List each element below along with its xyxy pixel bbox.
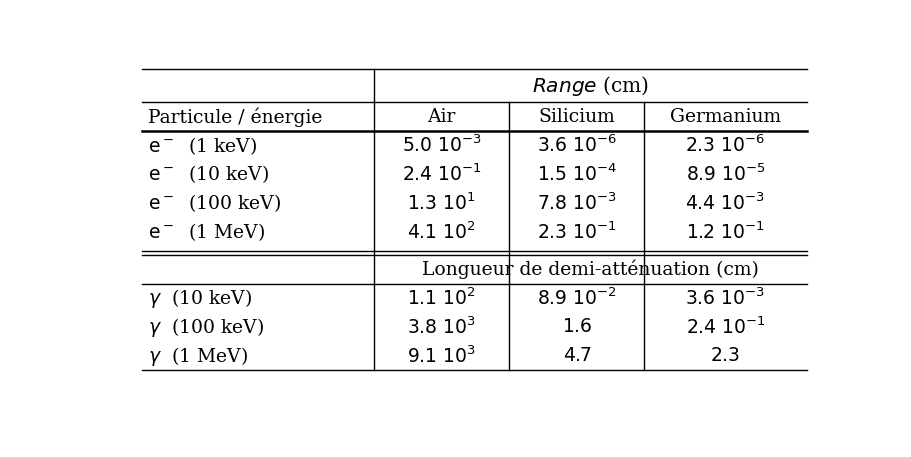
Text: $1.3\ 10^{1}$: $1.3\ 10^{1}$	[406, 192, 476, 214]
Text: $\gamma$  (100 keV): $\gamma$ (100 keV)	[148, 316, 263, 339]
Text: $1.6$: $1.6$	[561, 318, 591, 336]
Text: $2.3\ 10^{-1}$: $2.3\ 10^{-1}$	[537, 222, 616, 243]
Text: $4.1\ 10^{2}$: $4.1\ 10^{2}$	[406, 222, 476, 243]
Text: $3.6\ 10^{-6}$: $3.6\ 10^{-6}$	[536, 135, 617, 156]
Text: $\mathit{Range}$ (cm): $\mathit{Range}$ (cm)	[531, 74, 649, 98]
Text: $3.8\ 10^{3}$: $3.8\ 10^{3}$	[407, 316, 476, 338]
Text: $9.1\ 10^{3}$: $9.1\ 10^{3}$	[406, 345, 476, 367]
Text: $1.1\ 10^{2}$: $1.1\ 10^{2}$	[406, 287, 476, 309]
Text: $5.0\ 10^{-3}$: $5.0\ 10^{-3}$	[401, 135, 481, 156]
Text: Silicium: Silicium	[537, 108, 615, 126]
Text: $1.5\ 10^{-4}$: $1.5\ 10^{-4}$	[536, 164, 617, 185]
Text: $8.9\ 10^{-2}$: $8.9\ 10^{-2}$	[537, 287, 616, 309]
Text: $7.8\ 10^{-3}$: $7.8\ 10^{-3}$	[537, 192, 616, 214]
Text: $\mathrm{e^-}$  (100 keV): $\mathrm{e^-}$ (100 keV)	[148, 192, 281, 214]
Text: $2.3$: $2.3$	[710, 347, 740, 365]
Text: $8.9\ 10^{-5}$: $8.9\ 10^{-5}$	[685, 164, 764, 185]
Text: $\gamma$  (10 keV): $\gamma$ (10 keV)	[148, 287, 251, 310]
Text: Longueur de demi-atténuation (cm): Longueur de demi-atténuation (cm)	[422, 260, 758, 279]
Text: $2.4\ 10^{-1}$: $2.4\ 10^{-1}$	[685, 316, 764, 338]
Text: Particule / énergie: Particule / énergie	[148, 107, 322, 127]
Text: $4.7$: $4.7$	[562, 347, 590, 365]
Text: Air: Air	[427, 108, 456, 126]
Text: $\mathrm{e^-}$  (1 keV): $\mathrm{e^-}$ (1 keV)	[148, 135, 257, 157]
Text: $\gamma$  (1 MeV): $\gamma$ (1 MeV)	[148, 345, 248, 367]
Text: $3.6\ 10^{-3}$: $3.6\ 10^{-3}$	[685, 287, 765, 309]
Text: $2.3\ 10^{-6}$: $2.3\ 10^{-6}$	[684, 135, 765, 156]
Text: Germanium: Germanium	[670, 108, 780, 126]
Text: $1.2\ 10^{-1}$: $1.2\ 10^{-1}$	[685, 222, 764, 243]
Text: $\mathrm{e^-}$  (10 keV): $\mathrm{e^-}$ (10 keV)	[148, 164, 269, 186]
Text: $2.4\ 10^{-1}$: $2.4\ 10^{-1}$	[401, 164, 481, 185]
Text: $\mathrm{e^-}$  (1 MeV): $\mathrm{e^-}$ (1 MeV)	[148, 221, 265, 243]
Text: $4.4\ 10^{-3}$: $4.4\ 10^{-3}$	[685, 192, 765, 214]
